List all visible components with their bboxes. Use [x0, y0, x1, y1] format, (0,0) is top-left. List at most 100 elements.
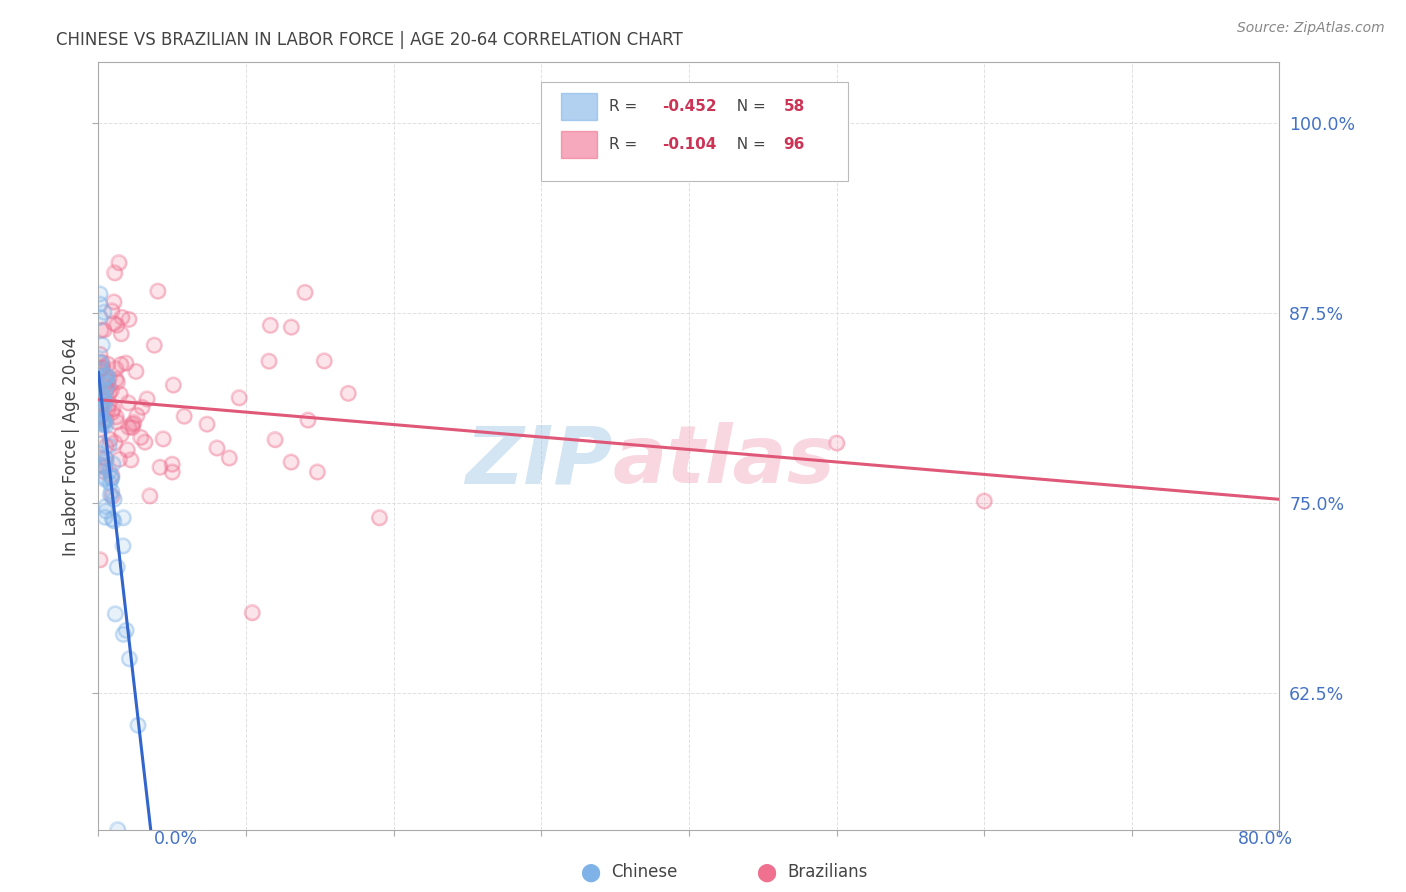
Point [94, 510, 117, 524]
Point [112, 627, 135, 641]
Point [97, 439, 120, 453]
Point [103, 514, 125, 528]
Point [100, 471, 122, 485]
Point [90, 356, 112, 370]
Point [136, 392, 159, 406]
Point [257, 354, 280, 368]
Point [368, 510, 391, 524]
Point [162, 378, 184, 392]
Point [97, 401, 120, 416]
Point [96, 368, 118, 383]
Point [105, 409, 128, 424]
Point [103, 316, 125, 330]
Point [307, 465, 329, 479]
Point [160, 457, 183, 471]
Point [110, 427, 132, 442]
Point [108, 452, 131, 467]
Point [108, 255, 131, 269]
Point [90, 400, 112, 414]
Point [110, 358, 132, 372]
Point [103, 492, 125, 507]
Point [115, 624, 138, 638]
Point [228, 391, 250, 405]
Point [314, 353, 336, 368]
Point [162, 378, 184, 392]
Point [127, 718, 149, 732]
Point [337, 386, 360, 401]
Point [101, 489, 124, 503]
Point [90, 416, 112, 430]
Point [93, 399, 115, 413]
Point [337, 386, 360, 401]
Text: CHINESE VS BRAZILIAN IN LABOR FORCE | AGE 20-64 CORRELATION CHART: CHINESE VS BRAZILIAN IN LABOR FORCE | AG… [56, 31, 683, 49]
Point [121, 417, 143, 432]
Point [90, 323, 112, 337]
Point [218, 450, 240, 465]
Point [91, 464, 114, 478]
Point [134, 435, 156, 450]
Point [100, 384, 122, 398]
Point [89, 297, 111, 311]
Point [108, 255, 131, 269]
Point [115, 442, 138, 457]
Point [93, 458, 115, 473]
Point [100, 384, 122, 398]
Point [96, 451, 118, 466]
Point [94, 451, 117, 466]
Point [97, 376, 120, 391]
Point [97, 397, 120, 411]
Point [90, 400, 112, 414]
Point [89, 410, 111, 425]
Point [280, 320, 302, 334]
Point [104, 361, 127, 376]
Point [91, 412, 114, 426]
Point [94, 439, 117, 453]
Point [297, 413, 319, 427]
Point [90, 400, 112, 414]
Point [94, 384, 117, 399]
Point [314, 353, 336, 368]
Point [131, 401, 153, 415]
Point [107, 822, 129, 837]
Point [101, 489, 124, 503]
Point [90, 361, 112, 376]
FancyBboxPatch shape [541, 81, 848, 181]
Point [117, 420, 139, 434]
Point [105, 560, 128, 574]
Point [118, 651, 141, 665]
Point [143, 338, 166, 352]
Point [96, 381, 118, 395]
Point [280, 455, 302, 469]
Point [89, 408, 111, 422]
FancyBboxPatch shape [561, 93, 596, 120]
Point [104, 372, 127, 386]
Point [111, 539, 134, 553]
Point [94, 413, 117, 427]
FancyBboxPatch shape [561, 131, 596, 158]
Point [973, 494, 995, 508]
Point [89, 364, 111, 378]
Point [93, 305, 115, 319]
Text: ZIP: ZIP [465, 422, 612, 500]
Point [93, 472, 115, 486]
Point [240, 606, 263, 620]
Point [90, 355, 112, 369]
Text: -0.104: -0.104 [662, 137, 716, 152]
Text: Brazilians: Brazilians [787, 863, 868, 881]
Point [294, 285, 316, 300]
Point [264, 433, 287, 447]
Point [90, 446, 112, 460]
Point [97, 401, 120, 416]
Point [91, 373, 114, 387]
Point [97, 357, 120, 371]
Point [122, 416, 145, 430]
Point [114, 356, 136, 370]
Text: atlas: atlas [612, 422, 835, 500]
Point [108, 387, 131, 401]
Point [91, 360, 114, 375]
Point [280, 455, 302, 469]
Point [100, 471, 122, 485]
Point [825, 436, 848, 450]
Point [89, 408, 111, 422]
Point [94, 470, 117, 484]
